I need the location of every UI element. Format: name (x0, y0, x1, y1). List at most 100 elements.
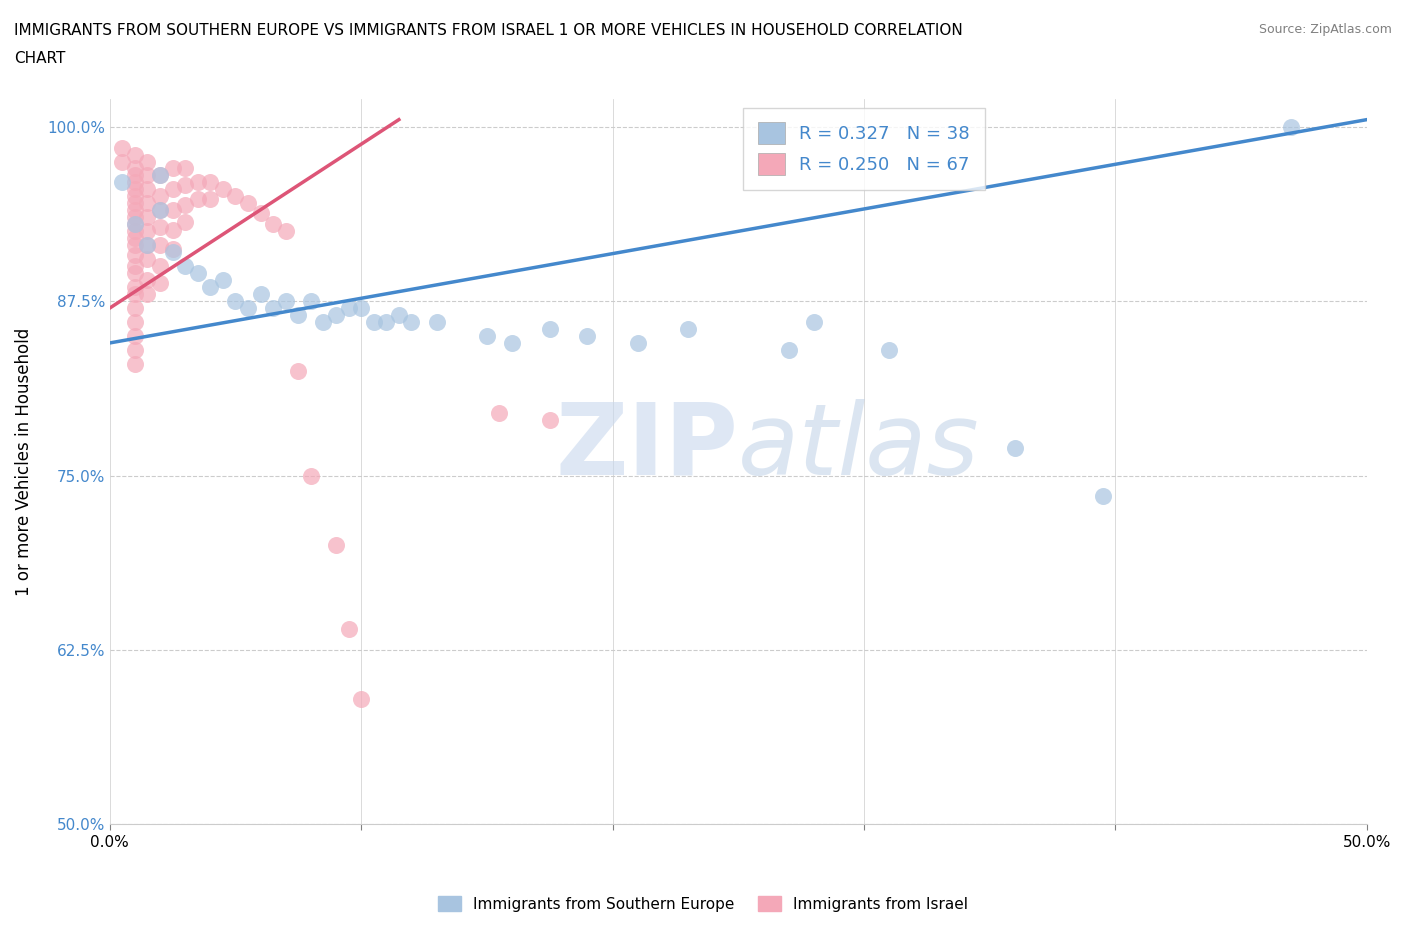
Point (124, 247, 146, 262)
Point (388, 308, 411, 323)
Point (136, 286, 159, 301)
Point (426, 314, 449, 329)
Point (236, 196, 259, 211)
Point (124, 217, 146, 232)
Point (124, 280, 146, 295)
Point (124, 259, 146, 273)
Point (136, 210, 159, 225)
Point (174, 178, 197, 193)
Point (200, 192, 222, 206)
Text: Source: ZipAtlas.com: Source: ZipAtlas.com (1258, 23, 1392, 36)
Point (124, 231, 146, 246)
Point (174, 214, 197, 229)
Point (1004, 440, 1026, 455)
Point (174, 161, 197, 176)
Point (124, 238, 146, 253)
Point (803, 314, 825, 329)
Point (162, 182, 184, 197)
Point (162, 203, 184, 218)
Point (136, 224, 159, 239)
Point (124, 189, 146, 204)
Point (136, 154, 159, 169)
Point (200, 280, 222, 295)
Point (778, 342, 800, 357)
Point (877, 342, 900, 357)
Point (149, 259, 172, 273)
Point (363, 314, 385, 329)
Point (149, 203, 172, 218)
Point (538, 322, 561, 337)
Point (124, 196, 146, 211)
Point (149, 238, 172, 253)
Point (149, 219, 172, 234)
Point (488, 405, 510, 420)
Point (124, 203, 146, 218)
Point (111, 140, 134, 155)
Y-axis label: 1 or more Vehicles in Household: 1 or more Vehicles in Household (15, 327, 32, 596)
Point (350, 691, 373, 706)
Point (576, 328, 599, 343)
Point (124, 147, 146, 162)
Point (124, 168, 146, 183)
Point (174, 259, 197, 273)
Point (149, 275, 172, 290)
Point (1091, 489, 1114, 504)
Point (325, 308, 347, 323)
Point (124, 210, 146, 225)
Point (124, 342, 146, 357)
Text: atlas: atlas (738, 399, 980, 496)
Point (136, 252, 159, 267)
Point (262, 300, 284, 315)
Point (136, 238, 159, 253)
Point (1279, 119, 1302, 134)
Point (149, 168, 172, 183)
Point (401, 314, 423, 329)
Point (287, 364, 309, 379)
Point (136, 182, 159, 197)
Point (187, 192, 209, 206)
Legend: Immigrants from Southern Europe, Immigrants from Israel: Immigrants from Southern Europe, Immigra… (432, 889, 974, 918)
Point (299, 468, 322, 483)
Point (312, 314, 335, 329)
Point (375, 314, 398, 329)
Point (124, 328, 146, 343)
Point (350, 300, 373, 315)
Point (274, 294, 297, 309)
Point (124, 314, 146, 329)
Point (337, 300, 360, 315)
Point (212, 182, 235, 197)
Point (337, 621, 360, 636)
Point (162, 245, 184, 259)
Point (162, 222, 184, 237)
Point (627, 336, 650, 351)
Point (136, 196, 159, 211)
Point (124, 175, 146, 190)
Point (299, 294, 322, 309)
Text: IMMIGRANTS FROM SOUTHERN EUROPE VS IMMIGRANTS FROM ISRAEL 1 OR MORE VEHICLES IN : IMMIGRANTS FROM SOUTHERN EUROPE VS IMMIG… (14, 23, 963, 38)
Point (124, 224, 146, 239)
Legend: R = 0.327   N = 38, R = 0.250   N = 67: R = 0.327 N = 38, R = 0.250 N = 67 (744, 108, 984, 190)
Point (538, 412, 561, 427)
Point (274, 224, 297, 239)
Point (124, 161, 146, 176)
Point (174, 197, 197, 212)
Point (149, 168, 172, 183)
Point (149, 203, 172, 218)
Point (124, 217, 146, 232)
Point (501, 336, 523, 351)
Point (187, 266, 209, 281)
Point (162, 161, 184, 176)
Point (124, 182, 146, 197)
Point (111, 175, 134, 190)
Point (249, 206, 271, 220)
Text: CHART: CHART (14, 51, 66, 66)
Point (162, 242, 184, 257)
Point (325, 538, 347, 552)
Point (249, 286, 271, 301)
Point (224, 189, 246, 204)
Point (287, 308, 309, 323)
Point (676, 322, 699, 337)
Point (236, 300, 259, 315)
Point (136, 238, 159, 253)
Point (124, 356, 146, 371)
